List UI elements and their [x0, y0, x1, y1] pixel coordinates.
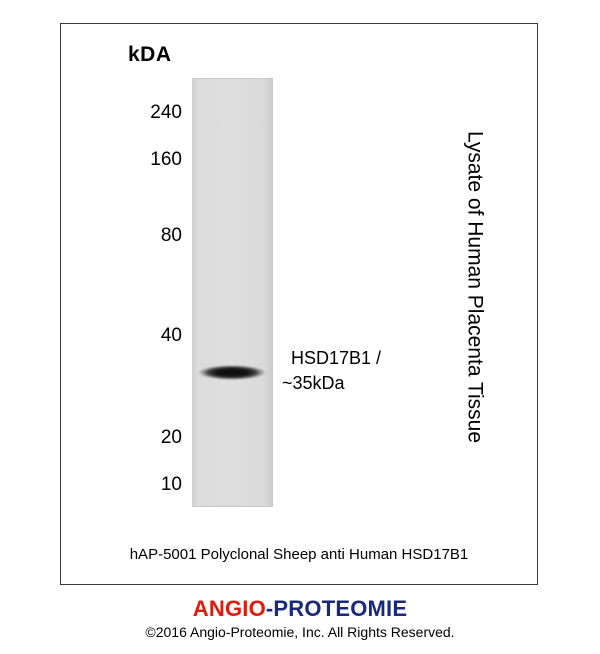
gel-lane	[192, 78, 273, 507]
brand-name-primary: ANGIO	[192, 596, 266, 621]
band-annotation: HSD17B1 / ~35kDa	[282, 346, 382, 396]
ladder-label-160: 160	[150, 149, 182, 170]
ladder-label-10: 10	[160, 474, 182, 495]
molecular-weight-ladder: 240 160 80 40 20 10	[126, 0, 182, 654]
molecular-weight-axis-header: kDA	[128, 43, 172, 66]
figure-caption: hAP-5001 Polyclonal Sheep anti Human HSD…	[129, 546, 469, 563]
ladder-label-20: 20	[160, 427, 182, 448]
band-annotation-line1: HSD17B1 /	[291, 348, 382, 368]
copyright-notice: ©2016 Angio-Proteomie, Inc. All Rights R…	[145, 624, 455, 640]
ladder-label-240: 240	[150, 102, 182, 123]
ladder-label-40: 40	[160, 325, 182, 346]
band-annotation-line2: ~35kDa	[282, 373, 345, 393]
brand-name-secondary: -PROTEOMIE	[265, 596, 408, 621]
sample-label: Lysate of Human Placenta Tissue	[460, 72, 490, 502]
brand-wordmark: ANGIO-PROTEOMIE	[0, 598, 600, 620]
ladder-label-80: 80	[160, 225, 182, 246]
protein-band	[198, 365, 266, 380]
figure-frame	[60, 23, 538, 585]
sample-label-text: Lysate of Human Placenta Tissue	[463, 130, 487, 444]
